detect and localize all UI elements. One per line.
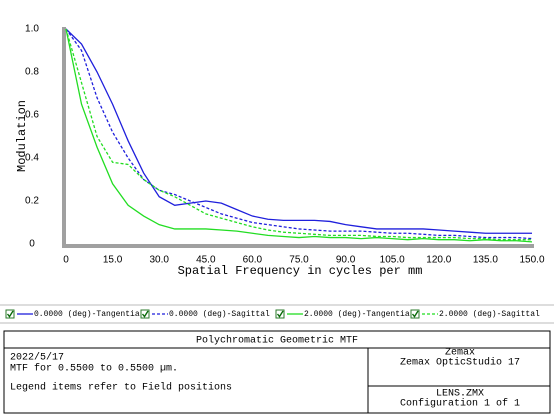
y-axis-label: Modulation [15, 100, 29, 172]
x-tick-label: 150.0 [519, 255, 544, 266]
legend-checkbox[interactable] [5, 309, 15, 319]
x-tick-label: 120.0 [426, 255, 451, 266]
x-tick-label: 0 [63, 255, 69, 266]
footer-configuration: Configuration 1 of 1 [400, 398, 520, 410]
x-axis-label: Spatial Frequency in cycles per mm [178, 264, 423, 278]
y-tick-label: 0 [29, 239, 35, 250]
x-tick-label: 105.0 [380, 255, 405, 266]
footer-date: 2022/5/17 [10, 352, 64, 364]
footer-note: Legend items refer to Field positions [10, 382, 232, 394]
series-line [65, 28, 532, 241]
y-tick-label: 0.6 [25, 110, 39, 121]
series-line [65, 28, 533, 243]
footer-product: Zemax OpticStudio 17 [400, 357, 520, 369]
legend-check [411, 310, 419, 318]
legend: 0.0000 (deg)-Tangential 0.0000 (deg)-Sagi… [5, 309, 540, 319]
y-tick-label: 1.0 [25, 24, 39, 35]
legend-checkbox[interactable] [140, 309, 150, 319]
footer-description: MTF for 0.5500 to 0.5500 µm. [10, 363, 178, 375]
footer-file: LENS.ZMX [436, 389, 484, 400]
x-tick-label: 15.0 [103, 255, 123, 266]
series-line [65, 28, 533, 240]
footer-company: Zemax [445, 348, 475, 359]
footer-box [3, 330, 551, 414]
legend-label: 2.0000 (deg)-Tangential [304, 310, 415, 319]
legend-label: 0.0000 (deg)-Tangential [34, 310, 145, 319]
footer-title: Polychromatic Geometric MTF [196, 335, 358, 347]
y-tick-label: 0.2 [25, 196, 39, 207]
x-tick-label: 45.0 [196, 255, 216, 266]
x-tick-label: 90.0 [336, 255, 356, 266]
x-tick-label: 135.0 [473, 255, 498, 266]
legend-check [141, 310, 149, 318]
y-tick-label: 0.4 [25, 153, 39, 164]
series-line [65, 28, 532, 234]
x-tick-label: 30.0 [149, 255, 169, 266]
legend-checkbox[interactable] [410, 309, 420, 319]
y-tick-label: 0.8 [25, 67, 39, 78]
legend-check [6, 310, 14, 318]
x-tick-label: 60.0 [243, 255, 263, 266]
x-axis-band [62, 244, 534, 248]
legend-check [276, 310, 284, 318]
legend-label: 2.0000 (deg)-Sagittal [439, 310, 540, 319]
legend-label: 0.0000 (deg)-Sagittal [169, 310, 270, 319]
x-tick-label: 75.0 [289, 255, 309, 266]
legend-checkbox[interactable] [275, 309, 285, 319]
y-axis-band [62, 27, 66, 248]
